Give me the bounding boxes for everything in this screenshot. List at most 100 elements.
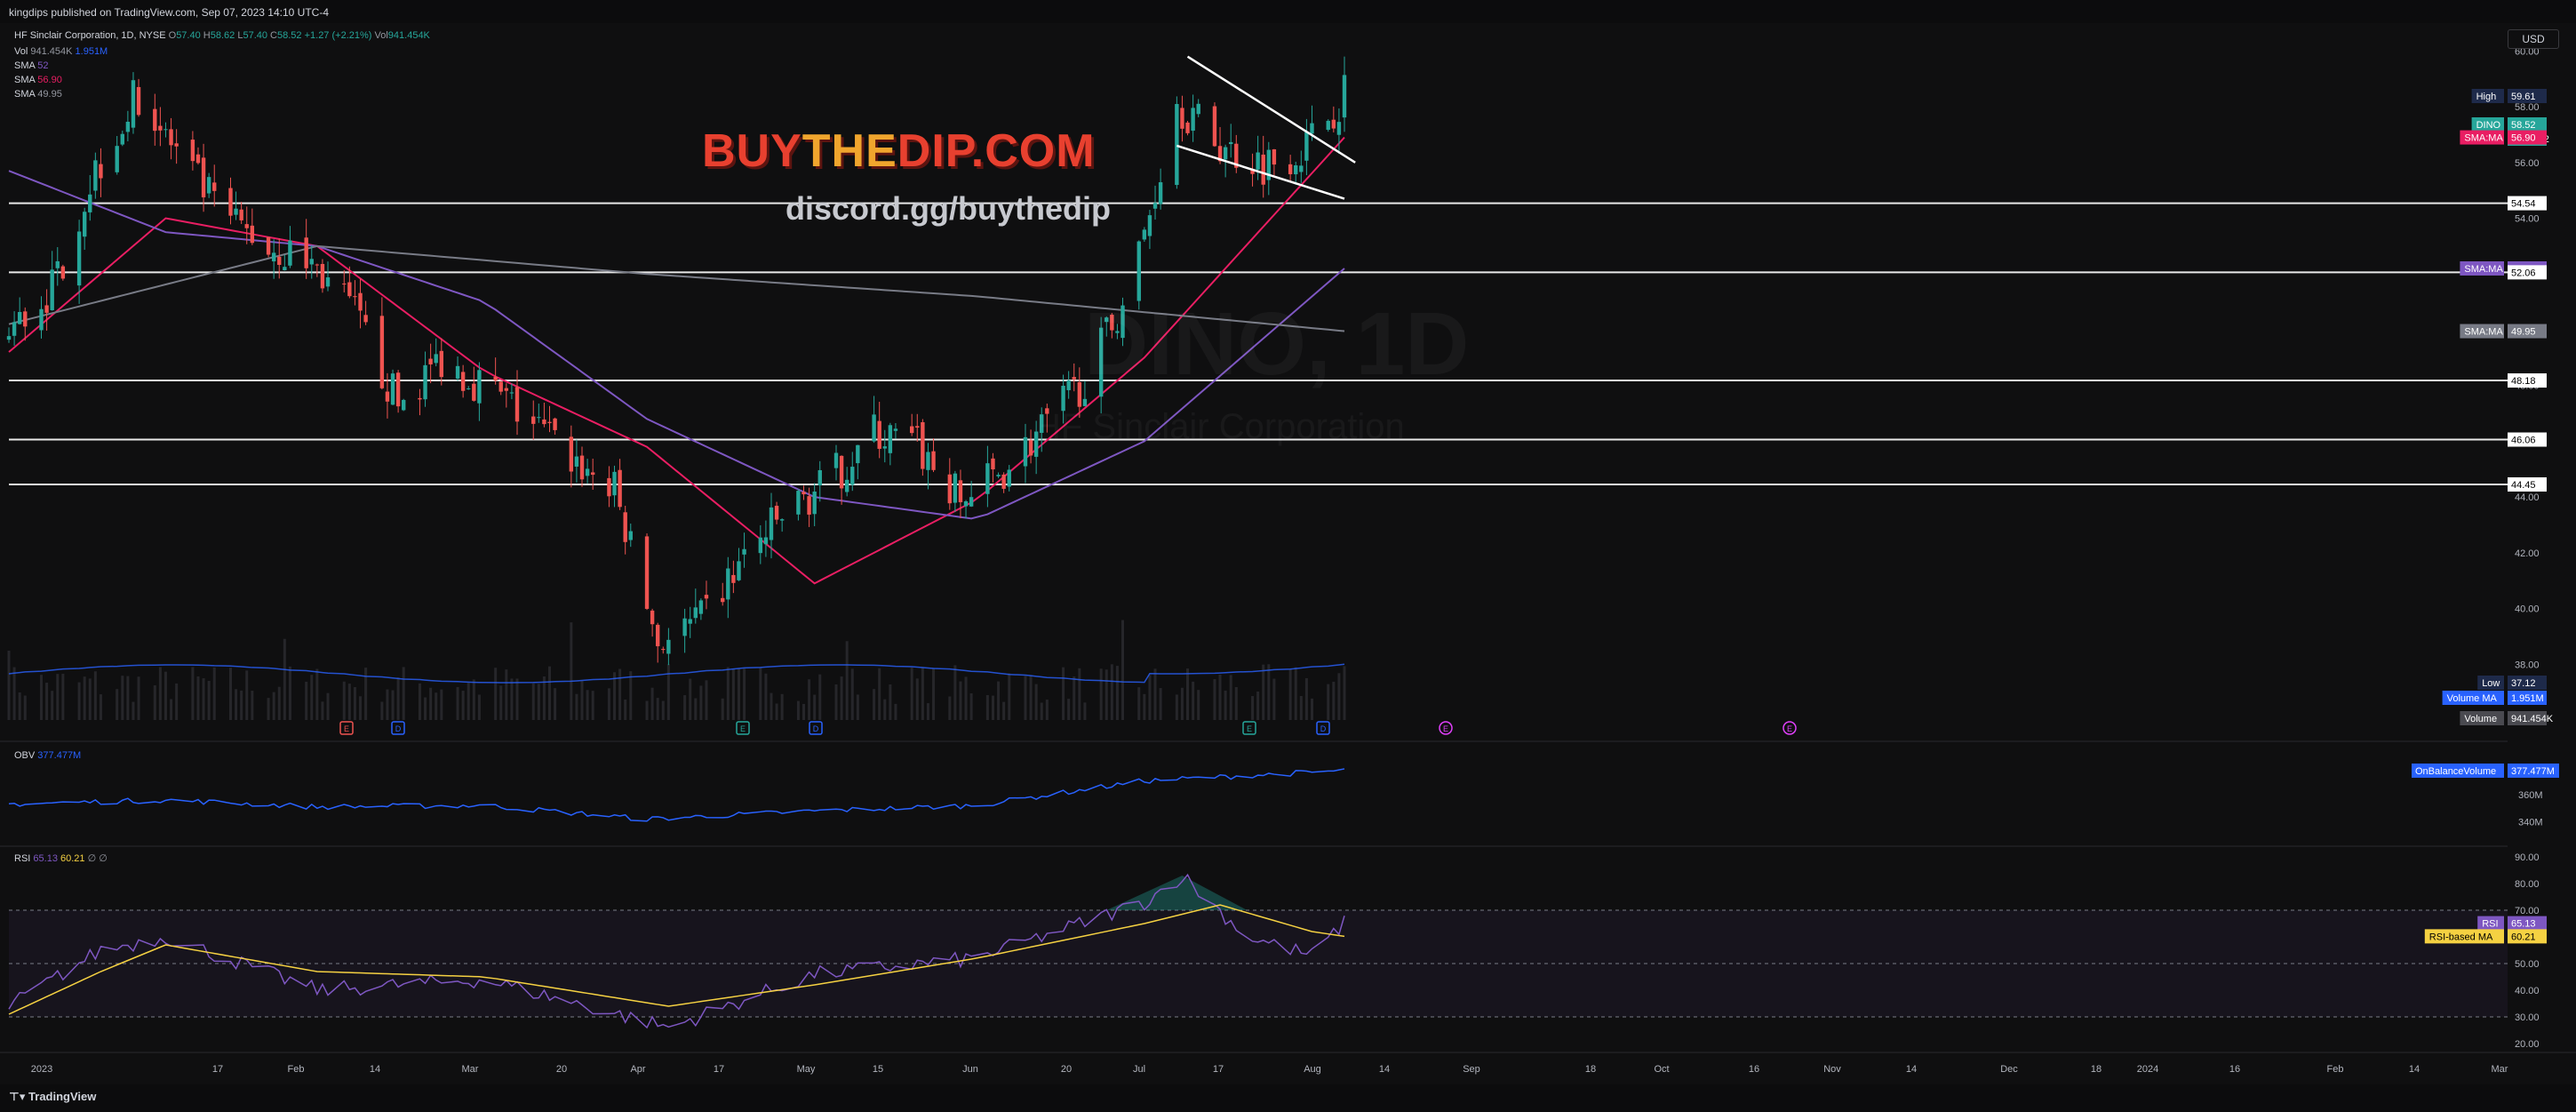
- candle-body: [55, 260, 60, 268]
- price-tag-value: 941.454K: [2511, 714, 2554, 724]
- time-axis-tick: Feb: [288, 1064, 305, 1075]
- candle-body: [1272, 148, 1277, 165]
- candle-body: [82, 212, 87, 237]
- candle-body: [688, 619, 692, 624]
- candle-body: [1077, 381, 1082, 407]
- volume-bar: [537, 684, 540, 720]
- rsi-legend[interactable]: RSI 65.13 60.21 ∅ ∅: [14, 852, 108, 866]
- volume-bar: [818, 674, 822, 720]
- candle-body: [953, 473, 958, 503]
- currency-selector[interactable]: USD: [2508, 29, 2559, 49]
- sma1-legend[interactable]: SMA 52: [14, 59, 49, 73]
- candle-body: [1342, 75, 1347, 118]
- volume-bar: [1110, 664, 1113, 720]
- volume-bar: [1192, 681, 1195, 720]
- price-tags: 59.61High58.5201:49:22DINO56.90SMA:MA54.…: [2412, 89, 2559, 944]
- candle-body: [553, 418, 557, 430]
- symbol-title: HF Sinclair Corporation, 1D, NYSE: [14, 30, 166, 41]
- volume-bar: [1197, 690, 1200, 720]
- candle-body: [909, 426, 914, 434]
- volume-bar: [196, 676, 200, 720]
- volume-bar: [650, 687, 654, 720]
- candle-body: [271, 252, 276, 262]
- volume-bar: [661, 700, 665, 720]
- candle-body: [434, 354, 438, 364]
- volume-bar: [245, 670, 249, 720]
- time-axis-tick: Jul: [1133, 1064, 1145, 1075]
- candle-body: [1136, 241, 1141, 301]
- candle-body: [644, 536, 650, 609]
- high-label: H: [203, 30, 211, 41]
- price-tag-value-bg: [2508, 711, 2547, 725]
- candle-body: [693, 607, 698, 619]
- candle-body: [531, 416, 536, 424]
- volume-bar: [1073, 676, 1076, 720]
- volume-bar: [586, 690, 589, 720]
- candle-body: [514, 387, 520, 422]
- volume-bar: [305, 681, 308, 720]
- price-tag-name-bg: [2460, 324, 2504, 339]
- candle-body: [607, 477, 611, 497]
- candle-body: [76, 231, 82, 286]
- candle-body: [455, 365, 460, 379]
- volume-bar: [51, 691, 54, 720]
- volume-bar: [1137, 687, 1141, 720]
- candle-body: [174, 143, 179, 147]
- price-tag-value-bg: [2508, 130, 2547, 145]
- event-marker: [1439, 721, 1453, 735]
- volume-bar: [731, 668, 735, 720]
- volume-bar: [121, 676, 124, 720]
- tradingview-text: TradingView: [28, 1090, 97, 1103]
- candle-body: [958, 480, 963, 502]
- volume-bar: [175, 683, 179, 720]
- volume-bar: [77, 682, 81, 720]
- event-marker: [1316, 721, 1330, 735]
- time-axis-tick: 17: [714, 1064, 724, 1075]
- sma2-legend[interactable]: SMA 56.90: [14, 73, 62, 87]
- sma-50-line: [8, 170, 1345, 520]
- candle-body: [1040, 414, 1044, 433]
- wedge-lower: [1176, 144, 1345, 200]
- sma3-legend[interactable]: SMA 49.95: [14, 87, 62, 101]
- volume-bar: [699, 685, 703, 720]
- candle-body: [796, 491, 801, 515]
- candle-body: [158, 125, 163, 131]
- symbol-legend[interactable]: HF Sinclair Corporation, 1D, NYSE O57.40…: [14, 28, 430, 43]
- candle-body: [742, 548, 746, 555]
- price-tag-value: 52.06: [2511, 268, 2536, 278]
- candle-body: [996, 475, 1001, 476]
- candle-body: [1294, 164, 1298, 175]
- volume-bar: [116, 689, 119, 720]
- price-tag-value: 1.951M: [2511, 693, 2544, 704]
- price-axis-tick: 42.00: [2515, 548, 2540, 559]
- candle-body: [877, 420, 881, 449]
- candle-body: [1158, 182, 1163, 204]
- candle-body: [304, 237, 308, 268]
- price-tag-name-bg: [2477, 676, 2504, 690]
- candle-body: [125, 121, 131, 132]
- rsi-tag-value-bg: [2508, 916, 2547, 931]
- volume-bar: [921, 667, 924, 720]
- obv-legend[interactable]: OBV 377.477M: [14, 748, 81, 763]
- rsi-axis-tick: 80.00: [2515, 879, 2540, 890]
- price-tag-value-bg: [2508, 676, 2547, 690]
- price-tag-value: 48.18: [2511, 376, 2536, 387]
- volume-bar: [251, 691, 254, 720]
- volume-bar: [283, 638, 286, 720]
- volume-bar: [780, 693, 784, 720]
- rsi-axis-tick: 50.00: [2515, 959, 2540, 970]
- price-axis-tick: 58.00: [2515, 102, 2540, 113]
- candle-body: [439, 350, 443, 378]
- volume-legend[interactable]: Vol 941.454K 1.951M: [14, 44, 108, 59]
- candle-body: [844, 479, 849, 492]
- company-watermark: HF Sinclair Corporation: [1035, 407, 1405, 447]
- price-tag-value-bg: [2508, 373, 2547, 388]
- low-label: L: [237, 30, 243, 41]
- volume-bar: [759, 668, 762, 720]
- candle-body: [1033, 431, 1039, 457]
- volume-bar: [1186, 668, 1190, 720]
- volume-bar: [45, 683, 49, 720]
- candle-body: [277, 256, 282, 265]
